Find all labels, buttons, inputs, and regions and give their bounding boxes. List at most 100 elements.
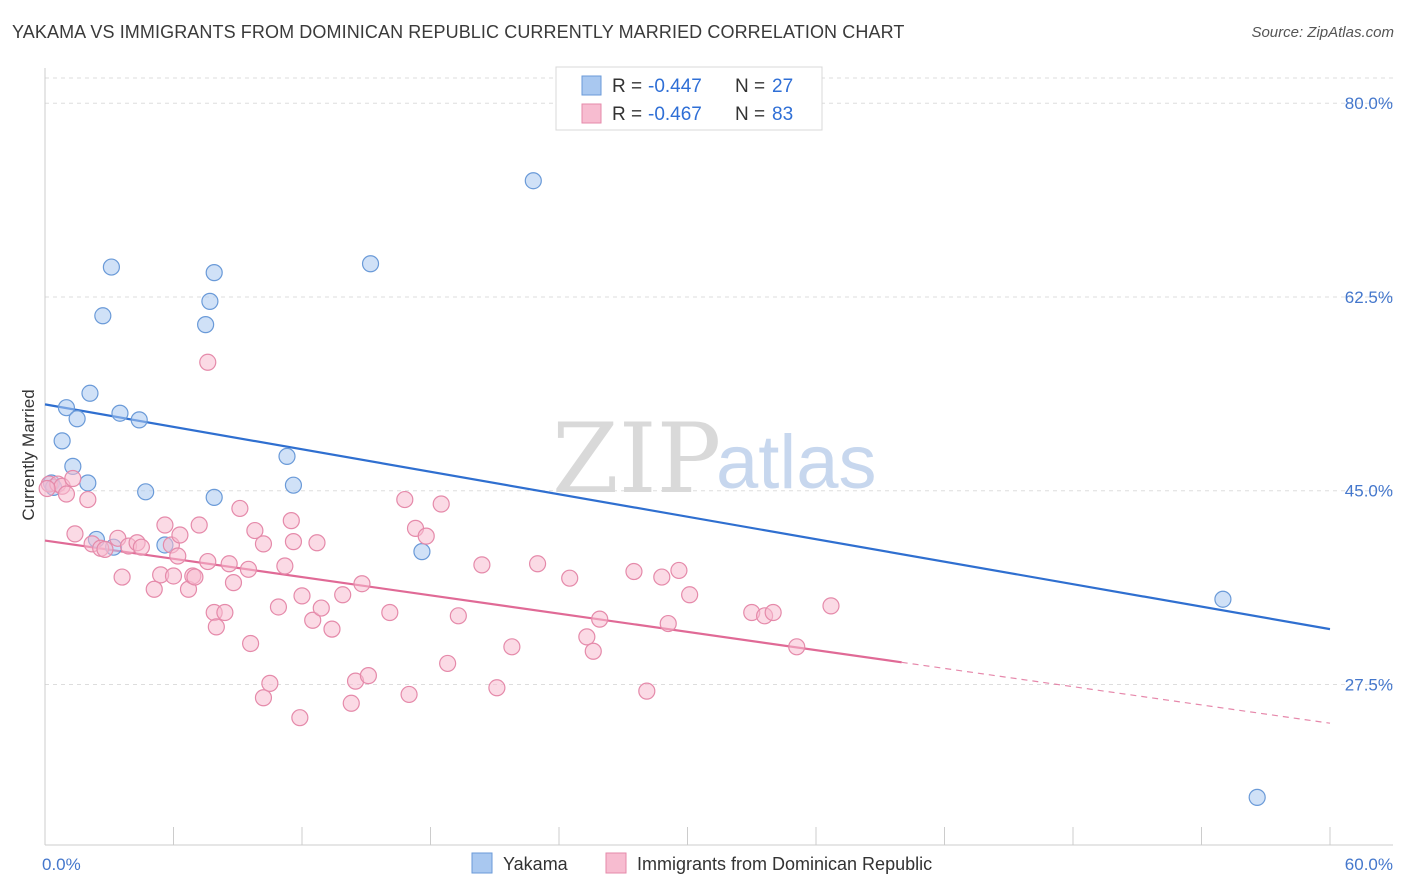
dominican-point — [584, 642, 602, 660]
dominican-point — [276, 557, 294, 575]
dominican-point — [417, 527, 435, 545]
y-tick-label: 27.5% — [1345, 675, 1393, 694]
dominican-point — [293, 587, 311, 605]
grid-lines — [45, 77, 1393, 685]
dominican-point — [246, 521, 264, 540]
dominican-point — [439, 654, 457, 673]
watermark-zip: ZIP — [552, 403, 721, 515]
data-points — [38, 172, 1266, 806]
dominican-point — [132, 538, 150, 556]
dominican-trend-line-extension — [901, 661, 1331, 724]
dominican-point — [186, 568, 204, 586]
legend-r-value: -0.447 — [648, 76, 702, 97]
dominican-point — [224, 574, 243, 592]
dominican-point — [449, 607, 467, 625]
yakama-point — [1214, 590, 1232, 608]
dominican-point — [57, 485, 76, 503]
legend-n-label: N = — [735, 76, 765, 97]
yakama-trend-line — [44, 403, 1331, 631]
yakama-point — [81, 384, 99, 402]
dominican-point — [308, 534, 326, 552]
dominican-point — [199, 552, 217, 571]
dominican-point — [312, 599, 330, 617]
dominican-point — [638, 682, 656, 700]
y-tick-labels: 27.5% 45.0% 62.5% 80.0% — [1345, 94, 1393, 694]
y-axis-label: Currently Married — [19, 389, 38, 520]
dominican-point — [561, 569, 579, 587]
dominican-point — [282, 512, 300, 530]
yakama-point — [524, 172, 542, 190]
x-tick-label-max: 60.0% — [1345, 855, 1393, 874]
legend-n-value: 27 — [772, 76, 793, 97]
dominican-point — [284, 533, 303, 551]
yakama-point — [102, 258, 120, 276]
dominican-point — [231, 499, 249, 518]
dominican-point — [242, 634, 260, 653]
yakama-point — [205, 488, 223, 506]
dominican-point — [199, 353, 217, 371]
yakama-point — [130, 411, 148, 429]
chart-title: YAKAMA VS IMMIGRANTS FROM DOMINICAN REPU… — [12, 22, 905, 42]
legend-swatch — [581, 75, 602, 96]
dominican-point — [269, 598, 288, 616]
dominican-point — [323, 620, 341, 638]
legend-swatch — [581, 103, 602, 124]
dominican-point — [207, 618, 225, 636]
dominican-point — [79, 490, 97, 509]
dominican-point — [822, 597, 840, 615]
yakama-point — [413, 543, 431, 561]
dominican-trend-line — [44, 539, 902, 664]
x-tick-label-min: 0.0% — [42, 855, 81, 874]
dominican-point — [359, 667, 377, 685]
dominican-point — [169, 547, 187, 565]
bottom-legend: Yakama Immigrants from Dominican Republic — [471, 852, 932, 874]
dominican-point — [578, 628, 596, 646]
dominican-point — [96, 540, 114, 558]
legend-r-label: R = — [612, 76, 642, 97]
trend-lines — [44, 403, 1331, 724]
dominican-point — [64, 469, 82, 488]
dominican-point — [342, 694, 360, 712]
dominican-point — [764, 603, 782, 622]
dominican-point — [304, 611, 322, 629]
yakama-point — [197, 316, 215, 334]
legend: R = -0.447 N = 27 R = -0.467 N = 83 — [555, 66, 823, 131]
dominican-point — [254, 689, 273, 707]
dominican-point — [171, 526, 189, 544]
dominican-point — [653, 568, 671, 586]
legend-r-value: -0.467 — [648, 104, 702, 125]
legend-n-value: 83 — [772, 104, 793, 125]
yakama-point — [137, 483, 155, 501]
yakama-point — [94, 307, 112, 325]
dominican-point — [220, 555, 238, 573]
dominican-point — [353, 575, 371, 593]
bottom-legend-label: Yakama — [503, 854, 569, 874]
yakama-point — [284, 476, 303, 494]
x-tick-labels: 0.0% 60.0% — [42, 855, 1393, 874]
bottom-legend-label: Immigrants from Dominican Republic — [637, 854, 932, 874]
dominican-point — [396, 490, 414, 509]
dominican-point — [788, 638, 806, 656]
dominican-point — [381, 603, 399, 622]
dominican-point — [488, 679, 506, 697]
yakama-point — [111, 404, 129, 422]
y-tick-label: 45.0% — [1345, 482, 1393, 501]
dominican-point — [291, 709, 309, 727]
watermark-atlas: atlas — [716, 420, 877, 505]
yakama-point — [201, 292, 219, 310]
yakama-point — [205, 264, 223, 282]
y-tick-label: 80.0% — [1345, 94, 1393, 113]
yakama-point — [57, 399, 76, 417]
dominican-point — [38, 479, 56, 498]
legend-r-label: R = — [612, 104, 642, 125]
yakama-point — [79, 474, 97, 492]
dominican-point — [239, 560, 258, 578]
dominican-point — [591, 610, 609, 628]
dominican-point — [625, 562, 643, 581]
legend-n-label: N = — [735, 104, 765, 125]
dominican-point — [503, 638, 521, 656]
yakama-point — [68, 410, 86, 428]
yakama-point — [1248, 788, 1266, 806]
watermark: ZIP atlas — [552, 403, 877, 515]
